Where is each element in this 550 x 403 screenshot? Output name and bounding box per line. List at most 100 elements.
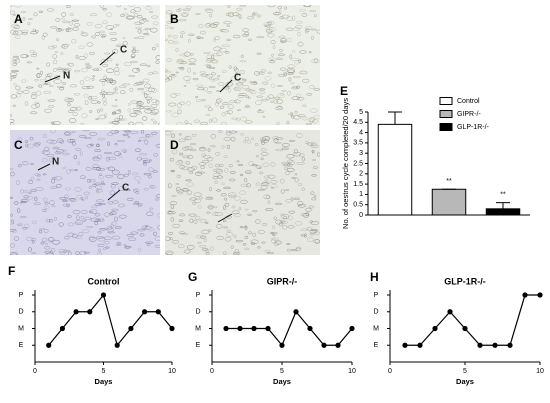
texture <box>10 5 320 255</box>
texture-cell <box>92 156 99 160</box>
texture-cell <box>302 104 307 107</box>
texture-cell <box>65 98 73 103</box>
texture-cell <box>258 88 266 91</box>
texture-cell <box>99 108 104 112</box>
texture-cell <box>59 251 66 255</box>
texture-cell <box>235 239 244 243</box>
y-tick-label: M <box>18 325 24 332</box>
texture-cell <box>32 52 37 56</box>
texture-cell <box>82 219 87 222</box>
texture-cell <box>81 209 88 214</box>
texture-cell <box>67 110 74 113</box>
data-point <box>507 342 513 348</box>
texture-cell <box>241 34 249 37</box>
texture-cell <box>271 83 275 88</box>
texture-cell <box>233 86 242 92</box>
texture-cell <box>63 236 70 240</box>
texture-group <box>10 5 160 125</box>
legend-label: GLP-1R-/- <box>457 124 490 131</box>
texture-cell <box>311 229 319 232</box>
texture-cell <box>239 70 245 75</box>
texture-cell <box>124 245 132 249</box>
texture-cell <box>46 62 50 67</box>
texture-cell <box>64 187 72 191</box>
texture-cell <box>230 245 234 249</box>
texture-cell <box>88 179 96 183</box>
texture-cell <box>255 219 261 224</box>
texture-cell <box>127 136 131 139</box>
texture-cell <box>187 167 195 172</box>
texture-cell <box>264 179 269 182</box>
texture-cell <box>139 63 148 67</box>
texture-cell <box>56 38 60 42</box>
texture-cell <box>79 250 87 255</box>
texture-cell <box>210 145 216 148</box>
texture-cell <box>71 19 80 22</box>
texture-cell <box>182 187 189 192</box>
texture-cell <box>143 187 149 191</box>
texture-cell <box>117 174 125 179</box>
texture-cell <box>225 12 232 16</box>
y-tick-label: 3.5 <box>353 140 363 147</box>
texture-cell <box>147 87 155 92</box>
texture-cell <box>111 112 117 115</box>
texture-cell <box>53 59 58 64</box>
texture-cell <box>11 229 18 234</box>
texture-cell <box>144 139 149 145</box>
texture-cell <box>316 152 320 157</box>
texture-cell <box>180 61 188 65</box>
texture-cell <box>86 66 91 68</box>
texture-cell <box>83 251 90 254</box>
legend-swatch <box>439 123 453 131</box>
texture-cell <box>179 213 186 217</box>
texture-cell <box>224 111 230 114</box>
texture-cell <box>19 216 27 218</box>
texture-cell <box>59 197 68 200</box>
texture-cell <box>11 219 15 225</box>
texture-cell <box>167 183 172 189</box>
texture-cell <box>92 164 99 169</box>
texture-cell <box>209 13 213 18</box>
texture-cell <box>286 243 291 246</box>
texture-cell <box>266 28 273 34</box>
texture-cell <box>152 21 159 26</box>
texture-cell <box>214 164 220 168</box>
texture-cell <box>236 118 241 122</box>
texture-cell <box>88 185 92 189</box>
texture-cell <box>25 86 34 89</box>
texture-cell <box>26 236 34 242</box>
texture-cell <box>123 173 129 177</box>
texture-cell <box>272 12 282 15</box>
x-tick-label: 10 <box>536 368 544 375</box>
texture-cell <box>175 160 183 166</box>
texture-cell <box>290 249 297 252</box>
texture-cell <box>226 144 231 149</box>
texture-cell <box>94 149 102 152</box>
texture-cell <box>88 210 94 213</box>
texture-cell <box>150 15 159 19</box>
texture-cell <box>89 236 97 242</box>
texture-cell <box>262 115 266 118</box>
texture-cell <box>229 130 238 134</box>
texture-cell <box>295 246 302 250</box>
texture-cell <box>165 253 169 255</box>
texture-cell <box>205 251 210 255</box>
texture-cell <box>107 132 114 137</box>
texture-cell <box>268 27 276 32</box>
texture-cell <box>165 130 171 136</box>
texture-cell <box>291 114 295 119</box>
texture-cell <box>300 234 307 237</box>
texture-cell <box>25 55 29 57</box>
texture-cell <box>232 34 241 39</box>
texture-cell <box>201 248 209 251</box>
texture-cell <box>275 219 283 225</box>
texture-cell <box>23 195 29 199</box>
texture-cell <box>214 206 218 209</box>
texture-cell <box>286 154 295 159</box>
texture-cell <box>309 233 315 236</box>
texture-cell <box>207 107 213 112</box>
texture-cell <box>281 89 287 92</box>
texture-cell <box>45 242 48 246</box>
texture-cell <box>34 196 38 202</box>
texture-cell <box>299 8 306 12</box>
